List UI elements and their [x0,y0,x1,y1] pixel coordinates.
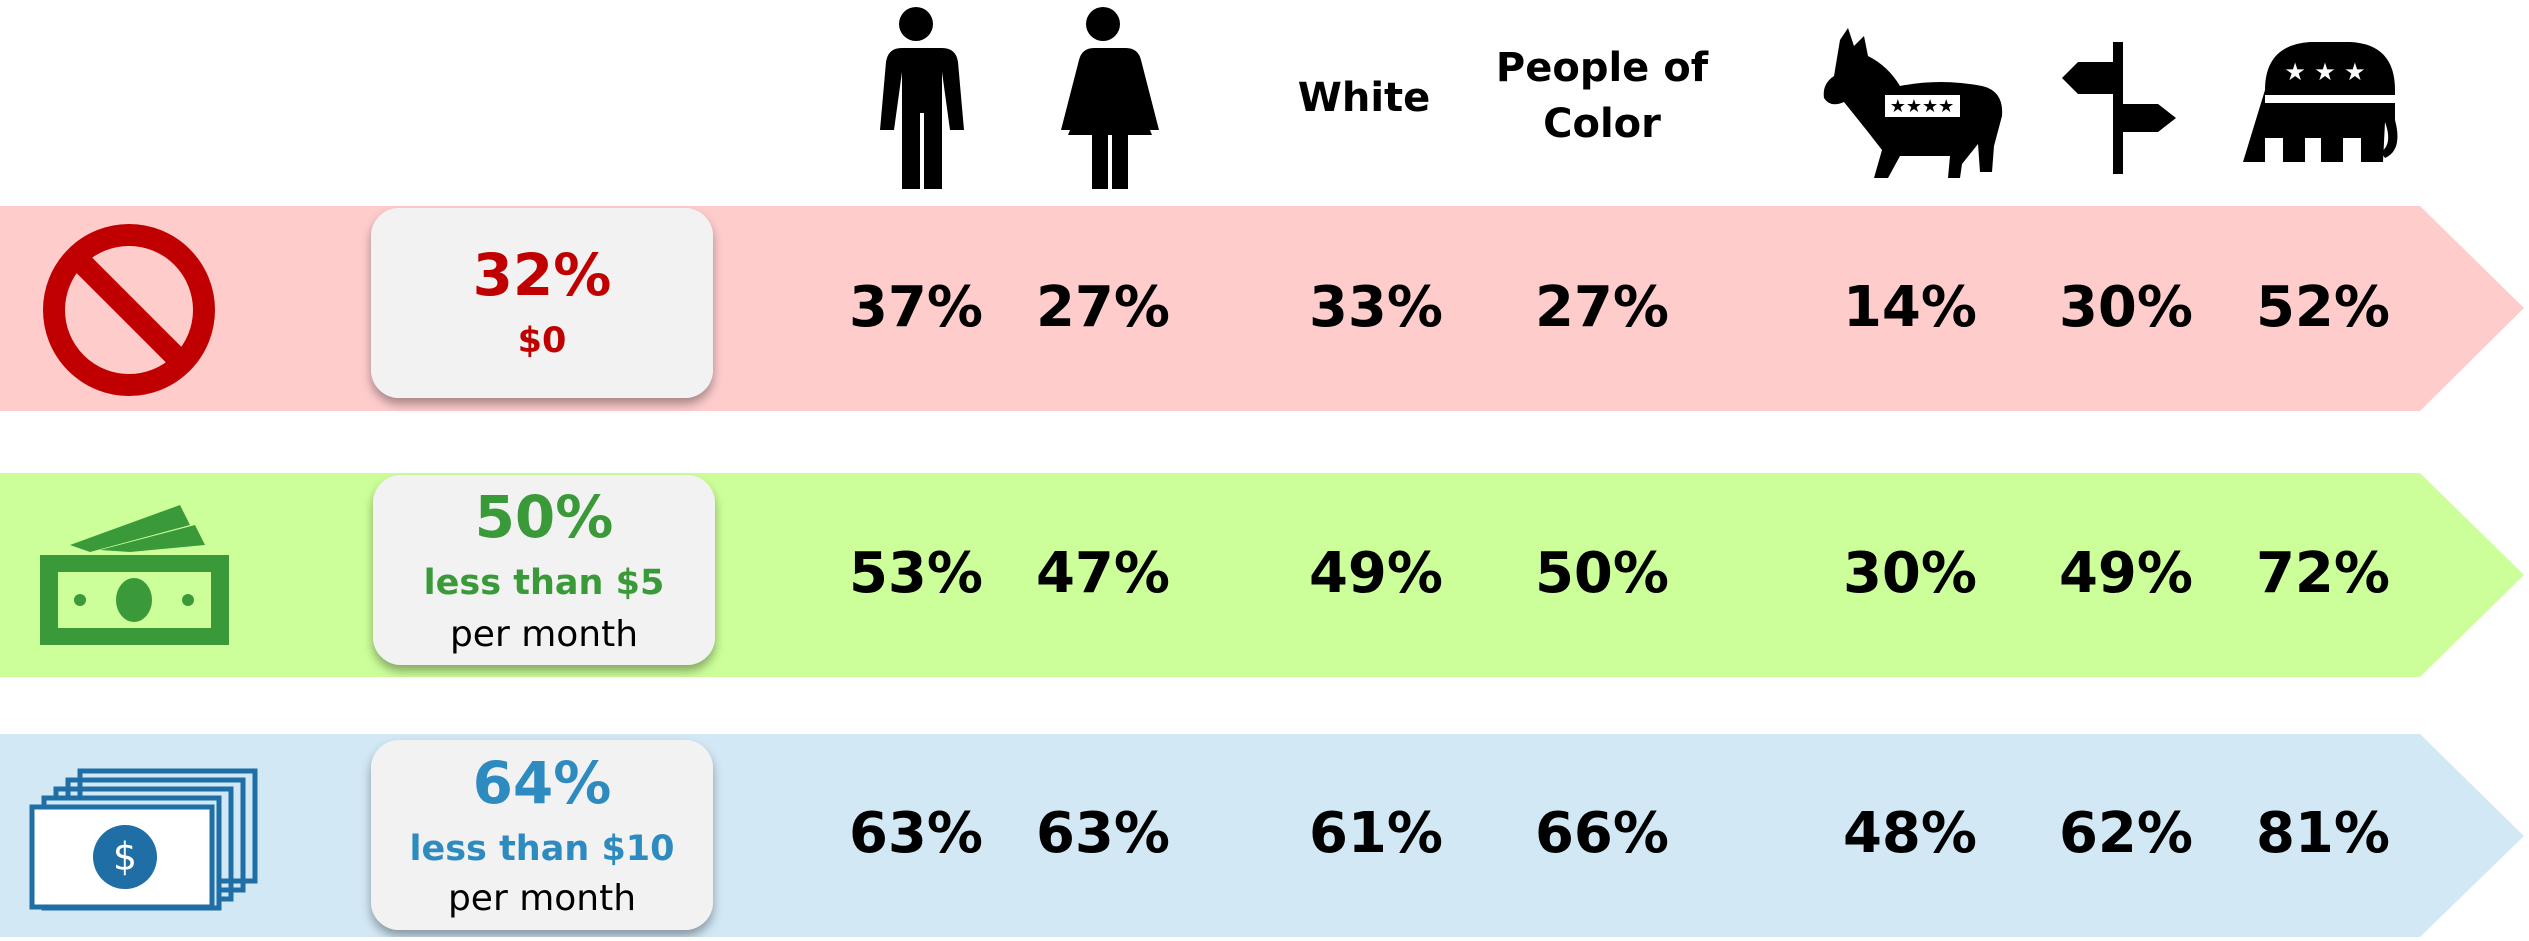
elephant-icon: ★ ★ ★ [2243,42,2398,162]
value: 37% [849,275,983,340]
threshold: less than $10 [409,829,674,869]
stars: ★★★★ [1890,96,1955,117]
woman-icon [1061,7,1159,189]
value: 48% [1843,801,1977,866]
value: 66% [1535,801,1669,866]
threshold: less than $5 [424,563,665,603]
total: 50% [475,483,614,551]
value: 49% [1309,541,1443,606]
header: People of Color [1495,45,1709,147]
value: 63% [849,801,983,866]
card [371,208,713,398]
bills-icon: $ [29,768,258,911]
value: 30% [2059,275,2193,340]
cash-icon [40,505,229,645]
value: 81% [2256,801,2390,866]
value: 47% [1036,541,1170,606]
donkey-icon: ★★★★ [1823,28,2003,178]
value: 49% [2059,541,2193,606]
signpost-icon [2062,42,2176,174]
note: per month [450,614,638,655]
header: White [1298,75,1431,121]
header-wrap: People of Color [1495,45,1709,147]
value: 62% [2059,801,2193,866]
threshold: $0 [518,321,567,361]
value: 30% [1843,541,1977,606]
value: 50% [1535,541,1669,606]
value: 27% [1535,275,1669,340]
value: 63% [1036,801,1170,866]
note: per month [448,878,636,919]
dollar-glyph: $ [113,835,137,879]
stars: ★ ★ ★ [2284,58,2365,86]
value: 72% [2256,541,2390,606]
total: 32% [473,241,612,309]
value: 61% [1309,801,1443,866]
card [371,740,713,930]
man-icon [880,7,964,189]
card [373,475,715,665]
value: 27% [1036,275,1170,340]
value: 53% [849,541,983,606]
value: 33% [1309,275,1443,340]
value: 52% [2256,275,2390,340]
value: 14% [1843,275,1977,340]
no-icon [43,224,215,396]
total: 64% [473,749,612,817]
